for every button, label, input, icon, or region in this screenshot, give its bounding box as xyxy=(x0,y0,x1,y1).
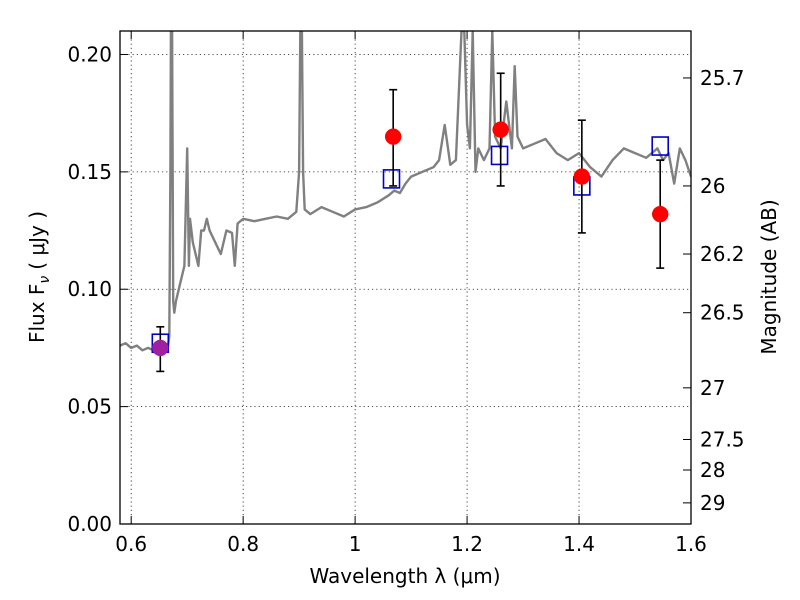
y-axis-label: Flux Fν ( μJy ) xyxy=(25,211,53,343)
x-tick-label: 0.6 xyxy=(115,532,147,556)
x-axis-ticks: 0.6 0.8 1 1.2 1.4 1.6 xyxy=(115,31,707,556)
magnitude-tick-label: 29 xyxy=(700,491,725,515)
plot-area xyxy=(120,31,691,373)
y-axis-label-main: Flux F xyxy=(25,284,49,343)
model-photometry-square xyxy=(490,145,509,166)
observed-photometry-point xyxy=(492,121,509,138)
magnitude-axis-ticks: 25.7 26 26.2 26.5 27 27.5 28 29 xyxy=(683,66,745,515)
x-tick-label: 1 xyxy=(349,532,362,556)
magnitude-axis-label: Magnitude (AB) xyxy=(757,199,781,354)
magnitude-tick-label: 28 xyxy=(700,458,725,482)
y-tick-label: 0.15 xyxy=(67,160,112,184)
magnitude-tick-label: 26.2 xyxy=(700,242,745,266)
x-tick-label: 1.2 xyxy=(451,532,483,556)
x-tick-label: 0.8 xyxy=(227,532,259,556)
plot-frame xyxy=(119,30,692,525)
y-tick-label: 0.05 xyxy=(67,395,112,419)
y-tick-label: 0.20 xyxy=(67,42,112,66)
observed-photometry-point xyxy=(152,339,169,357)
y-axis-label-unit: ( μJy ) xyxy=(25,211,49,270)
model-photometry-square xyxy=(382,169,401,189)
magnitude-tick-label: 27.5 xyxy=(700,427,745,451)
y-tick-label: 0.10 xyxy=(67,277,112,301)
magnitude-tick-label: 26.5 xyxy=(700,301,745,325)
spectrum-line xyxy=(120,31,691,352)
grid-lines xyxy=(120,31,691,524)
x-tick-label: 1.6 xyxy=(675,532,707,556)
model-photometry-square xyxy=(651,136,670,156)
x-tick-label: 1.4 xyxy=(563,532,595,556)
y-axis-ticks: 0.00 0.05 0.10 0.15 0.20 xyxy=(67,42,128,536)
observed-photometry-point xyxy=(651,205,669,223)
magnitude-tick-label: 25.7 xyxy=(700,66,745,90)
observed-photometry-point xyxy=(384,128,402,145)
observed-photometry-point xyxy=(573,168,591,185)
magnitude-tick-label: 26 xyxy=(700,174,725,198)
y-tick-label: 0.00 xyxy=(67,512,112,536)
y-axis-label-sub: ν xyxy=(37,276,53,284)
x-axis-label: Wavelength λ (μm) xyxy=(309,564,500,588)
magnitude-tick-label: 27 xyxy=(700,376,725,400)
